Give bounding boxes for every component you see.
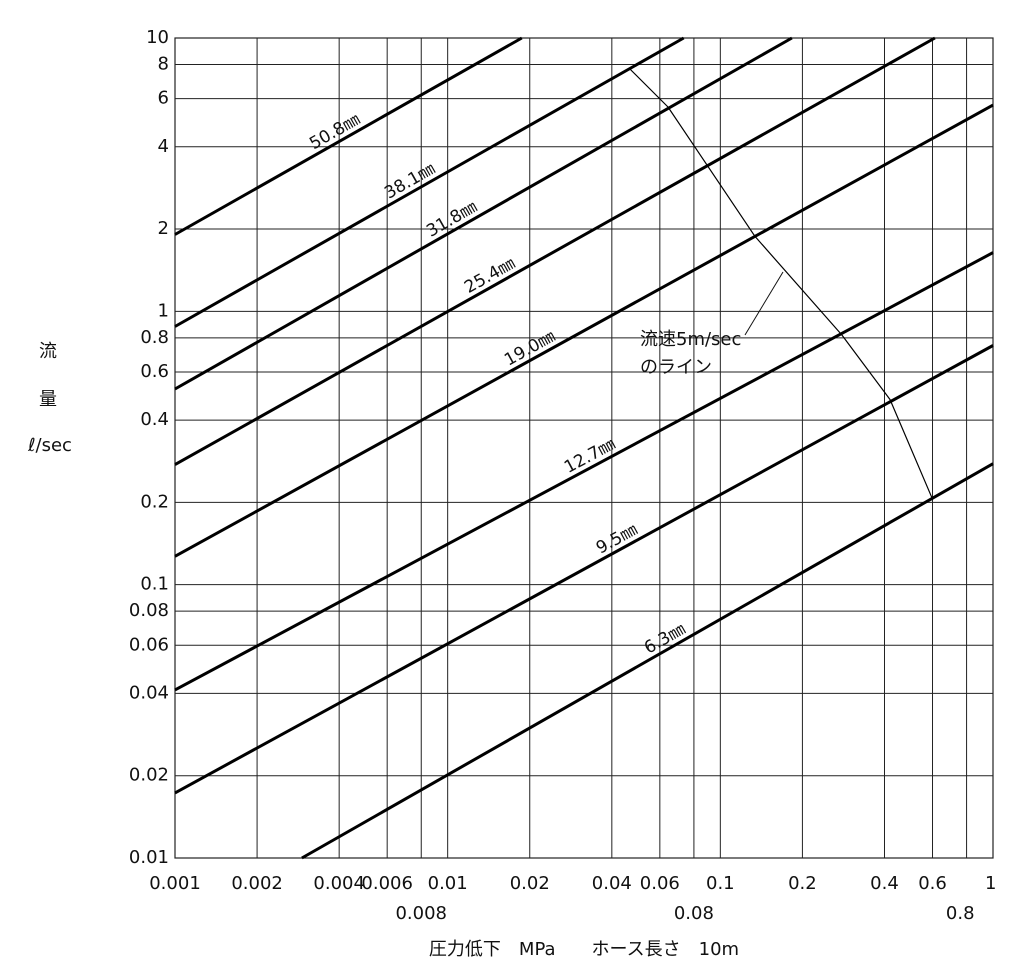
annotation-leader bbox=[744, 271, 784, 336]
x-axis-label: 圧力低下 MPa ホース長さ 10m bbox=[429, 939, 739, 960]
x-tick-label: 1 bbox=[985, 873, 996, 894]
x-tick-label: 0.4 bbox=[870, 873, 899, 894]
x-tick-label: 0.04 bbox=[592, 873, 632, 894]
x-tick-label: 0.08 bbox=[674, 903, 714, 924]
y-axis-label: 量 bbox=[39, 389, 57, 410]
series-line bbox=[174, 36, 685, 328]
annotation-text: 流速5m/sec bbox=[640, 329, 741, 350]
series-line bbox=[174, 251, 994, 692]
x-tick-label: 0.004 bbox=[313, 873, 365, 894]
x-tick-label: 0.2 bbox=[788, 873, 817, 894]
y-tick-label: 1 bbox=[158, 300, 169, 321]
series-line bbox=[301, 462, 994, 860]
y-tick-label: 0.2 bbox=[140, 491, 169, 512]
x-tick-label: 0.002 bbox=[231, 873, 283, 894]
x-tick-label: 0.001 bbox=[149, 873, 201, 894]
y-tick-label: 10 bbox=[146, 27, 169, 48]
y-tick-label: 0.4 bbox=[140, 409, 169, 430]
y-tick-label: 0.08 bbox=[129, 600, 169, 621]
x-tick-label: 0.8 bbox=[946, 903, 975, 924]
y-tick-label: 0.01 bbox=[129, 847, 169, 868]
y-tick-label: 2 bbox=[158, 218, 169, 239]
x-tick-label: 0.006 bbox=[361, 873, 413, 894]
series-line bbox=[629, 68, 933, 498]
x-tick-label: 0.02 bbox=[510, 873, 550, 894]
x-tick-label: 0.06 bbox=[640, 873, 680, 894]
annotation-text: のライン bbox=[640, 357, 712, 378]
x-tick-label: 0.008 bbox=[395, 903, 447, 924]
y-tick-label: 0.8 bbox=[140, 327, 169, 348]
y-axis-label: ℓ/sec bbox=[27, 435, 72, 456]
series-line bbox=[174, 36, 936, 466]
marks bbox=[174, 36, 994, 860]
grid bbox=[174, 37, 994, 859]
y-tick-label: 0.6 bbox=[140, 361, 169, 382]
y-tick-label: 0.02 bbox=[129, 765, 169, 786]
y-tick-label: 0.04 bbox=[129, 682, 169, 703]
series-line bbox=[174, 36, 523, 236]
series-line bbox=[174, 36, 793, 391]
x-tick-label: 0.01 bbox=[428, 873, 468, 894]
plot-frame bbox=[174, 37, 994, 859]
x-tick-label: 0.1 bbox=[706, 873, 735, 894]
series-line bbox=[174, 344, 994, 795]
y-tick-label: 0.06 bbox=[129, 634, 169, 655]
y-tick-label: 6 bbox=[158, 88, 169, 109]
series-line bbox=[174, 103, 994, 558]
y-tick-label: 0.1 bbox=[140, 574, 169, 595]
y-tick-label: 8 bbox=[158, 53, 169, 74]
y-axis-label: 流 bbox=[39, 341, 57, 362]
y-tick-label: 4 bbox=[158, 136, 169, 157]
x-tick-label: 0.6 bbox=[918, 873, 947, 894]
